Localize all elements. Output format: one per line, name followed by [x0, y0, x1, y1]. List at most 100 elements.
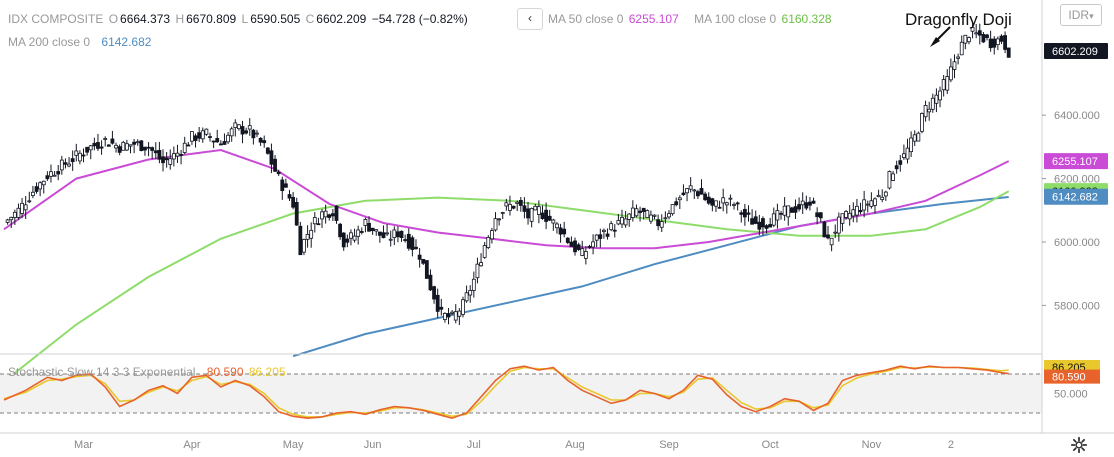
- candle: [620, 209, 624, 228]
- candle: [424, 260, 429, 279]
- candle-body-down: [110, 138, 115, 144]
- candle-body-up: [168, 158, 173, 165]
- candle-body-up: [504, 202, 509, 207]
- candle-body-up: [623, 218, 628, 226]
- candle-body-up: [920, 113, 924, 132]
- candle-body-down: [222, 141, 227, 145]
- currency-selector[interactable]: IDR▾: [1060, 4, 1102, 26]
- candle: [963, 34, 968, 50]
- candle: [540, 205, 545, 220]
- candle: [753, 210, 758, 225]
- candle-body-up: [840, 213, 845, 224]
- candle-body-up: [31, 191, 35, 196]
- x-tick-label: May: [283, 439, 304, 451]
- candle-body-up: [536, 206, 541, 215]
- candle-body-up: [583, 251, 588, 259]
- candle-body-down: [706, 196, 711, 204]
- candle-body-up: [323, 210, 328, 218]
- candle-body-up: [663, 217, 668, 220]
- high-value: 6670.809: [186, 12, 237, 26]
- candle-body-up: [855, 205, 859, 216]
- candle: [432, 285, 436, 304]
- candle: [139, 140, 144, 152]
- candle-body-up: [901, 153, 906, 158]
- candle: [764, 224, 769, 234]
- candle-body-down: [179, 154, 183, 156]
- candle-body-down: [988, 38, 993, 49]
- candle-body-up: [609, 223, 614, 231]
- candle: [237, 123, 241, 131]
- candle: [880, 189, 885, 203]
- candle: [349, 229, 353, 246]
- candle: [457, 308, 462, 326]
- price-label-bg: [1044, 153, 1108, 170]
- candle-body-down: [139, 140, 144, 152]
- candle-body-down: [359, 231, 364, 233]
- candle: [529, 207, 534, 228]
- collapse-legend-button[interactable]: ‹: [517, 8, 543, 30]
- candle-body-up: [453, 311, 458, 321]
- candle-body-down: [287, 194, 292, 199]
- candle: [833, 224, 838, 239]
- legend-ma200: MA 200 close 0 6142.682: [8, 35, 153, 49]
- candle: [894, 160, 899, 174]
- candle-body-down: [717, 206, 722, 209]
- candle-body-down: [327, 214, 332, 218]
- candle: [182, 136, 187, 155]
- candle-body-down: [547, 215, 552, 221]
- candle: [862, 190, 867, 218]
- candle: [923, 100, 928, 122]
- candle: [558, 223, 563, 243]
- candle-body-down: [157, 149, 162, 160]
- candle-body-up: [41, 180, 46, 186]
- candle-body-up: [844, 211, 848, 218]
- candle: [739, 210, 744, 223]
- candle: [948, 58, 953, 83]
- candle: [565, 237, 570, 245]
- candle-body-down: [695, 191, 700, 197]
- candle: [526, 201, 530, 225]
- candle-body-down: [316, 223, 321, 226]
- candle: [200, 127, 205, 143]
- candle-body-down: [338, 223, 343, 238]
- candle: [851, 202, 856, 223]
- candle: [811, 197, 816, 205]
- candle-body-up: [692, 189, 697, 192]
- candle-body-up: [443, 313, 447, 320]
- low-value: 6590.505: [250, 12, 301, 26]
- candle-body-down: [598, 234, 603, 239]
- candle: [547, 209, 552, 222]
- candle: [883, 190, 888, 201]
- candle: [493, 212, 498, 232]
- candle: [967, 36, 971, 45]
- candle: [804, 195, 809, 211]
- candle: [905, 138, 910, 164]
- x-tick-label: Apr: [183, 439, 200, 451]
- candle: [16, 203, 21, 220]
- candle: [638, 206, 642, 222]
- ma100-label: MA 100 close 0: [694, 12, 777, 26]
- candle: [269, 143, 274, 174]
- candle-body-up: [829, 237, 834, 246]
- candle: [363, 217, 368, 233]
- candle: [724, 201, 729, 214]
- x-tick-label: Oct: [762, 439, 779, 451]
- candle: [468, 285, 473, 303]
- candle: [81, 148, 86, 163]
- candle-body-up: [392, 229, 397, 238]
- candle: [287, 189, 292, 202]
- candle: [302, 238, 306, 256]
- candle-body-up: [88, 145, 93, 151]
- candle: [945, 69, 950, 95]
- candle-body-up: [775, 210, 780, 221]
- stoch-price-label-bg: [1044, 369, 1100, 384]
- candle-body-down: [396, 231, 400, 238]
- candle-body-up: [724, 202, 729, 206]
- candle-body-up: [627, 213, 632, 220]
- candle: [551, 218, 556, 231]
- candle: [410, 235, 415, 257]
- candle-body-up: [912, 134, 917, 142]
- gear-icon[interactable]: [1070, 436, 1088, 454]
- candle: [981, 31, 986, 43]
